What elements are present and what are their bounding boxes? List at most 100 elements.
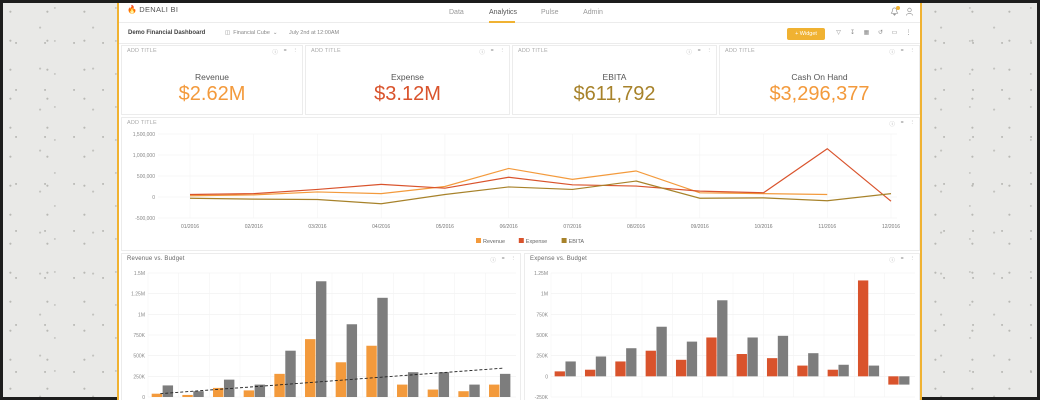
share-icon[interactable]: ↺ <box>877 30 884 36</box>
y-tick-label: 1,500,000 <box>133 132 155 138</box>
bar <box>285 350 296 397</box>
bar <box>808 353 819 377</box>
y-tick-label: 1M <box>138 312 145 318</box>
tab-analytics[interactable]: Analytics <box>489 3 517 23</box>
panel-title[interactable]: ADD TITLE <box>311 48 341 54</box>
dashboard-title[interactable]: Demo Financial Dashboard <box>128 30 206 36</box>
user-icon[interactable] <box>905 7 914 16</box>
tab-admin[interactable]: Admin <box>583 9 603 16</box>
y-tick-label: 750K <box>536 312 548 318</box>
bar <box>366 345 377 397</box>
y-tick-label: 500,000 <box>137 174 155 180</box>
dashboard-toolbar: Demo Financial Dashboard ◫ Financial Cub… <box>119 24 920 44</box>
date-filter[interactable]: July 2nd at 12:00AM <box>289 30 340 36</box>
tab-pulse[interactable]: Pulse <box>541 9 559 16</box>
present-icon[interactable]: ▭ <box>891 30 898 36</box>
link-icon[interactable]: ⚭ <box>282 48 288 54</box>
legend-swatch <box>476 238 481 243</box>
link-icon[interactable]: ⚭ <box>489 48 495 54</box>
add-widget-button[interactable]: + Widget <box>787 28 825 40</box>
notification-dot <box>896 6 900 10</box>
panel-title[interactable]: ADD TITLE <box>518 48 548 54</box>
link-icon[interactable]: ⚭ <box>899 120 905 126</box>
toolbar-icons: ▽ ↧ ▦ ↺ ▭ ⋮ <box>835 29 912 38</box>
y-tick-label: -250K <box>535 395 549 400</box>
info-icon[interactable]: ⓘ <box>479 50 485 56</box>
y-tick-label: 750K <box>133 333 145 339</box>
link-icon[interactable]: ⚭ <box>696 48 702 54</box>
link-icon[interactable]: ⚭ <box>899 48 905 54</box>
bar <box>656 326 667 377</box>
more-icon[interactable]: ⋮ <box>909 256 916 262</box>
kpi-label: Cash On Hand <box>791 72 848 82</box>
series-line-expense <box>189 147 892 202</box>
notification-bell-icon[interactable] <box>890 6 900 16</box>
info-icon[interactable]: ⓘ <box>272 50 278 56</box>
brand-logo[interactable]: 🔥 DENALI BI <box>127 5 178 14</box>
bar <box>645 350 656 377</box>
chevron-down-icon: ⌄ <box>272 30 278 36</box>
info-icon[interactable]: ⓘ <box>490 258 496 264</box>
bar <box>675 359 687 377</box>
layout-icon[interactable]: ▦ <box>863 30 870 36</box>
top-nav: 🔥 DENALI BI Data Analytics Pulse Admin <box>119 3 920 23</box>
brand-name: DENALI BI <box>139 5 179 14</box>
nav-tabs: Data Analytics Pulse Admin <box>449 3 629 23</box>
save-icon[interactable]: ↧ <box>849 30 856 36</box>
filter-icon[interactable]: ▽ <box>836 30 841 36</box>
tab-data[interactable]: Data <box>449 9 464 16</box>
bar <box>827 369 838 377</box>
x-tick-label: 02/2016 <box>245 224 263 230</box>
legend-label: Revenue <box>483 239 505 245</box>
link-icon[interactable]: ⚭ <box>899 256 905 262</box>
expense-budget-chart: 1.25M 1M 750K 500K 250K 0 -250K <box>534 271 915 400</box>
bar <box>458 391 469 397</box>
info-icon[interactable]: ⓘ <box>889 50 895 56</box>
info-icon[interactable]: ⓘ <box>889 258 895 264</box>
bar <box>888 376 899 385</box>
bar <box>615 361 626 377</box>
kpi-panel-expense: ADD TITLE ⓘ ⚭ ⋮ Expense $3.12M <box>305 45 510 115</box>
x-tick-label: 12/2016 <box>882 224 900 230</box>
more-icon[interactable]: ⋮ <box>292 48 299 54</box>
revenue-budget-panel: Revenue vs. Budget ⓘ ⚭ ⋮ 1.5M 1.25M 1M 750K 50… <box>121 253 521 400</box>
info-icon[interactable]: ⓘ <box>889 122 895 128</box>
bar <box>626 348 637 377</box>
bar <box>254 384 266 397</box>
panel-title[interactable]: ADD TITLE <box>127 48 157 54</box>
x-tick-label: 03/2016 <box>308 224 326 230</box>
app-window: 🔥 DENALI BI Data Analytics Pulse Admin D… <box>117 3 922 400</box>
bar <box>162 385 174 397</box>
y-tick-label: 1.25M <box>534 271 548 277</box>
y-tick-label: 0 <box>142 395 145 400</box>
line-chart-panel: ADD TITLE ⓘ ⚭ ⋮ 1,500,000 1,000,000 500,000 0… <box>121 117 920 251</box>
panel-title[interactable]: Expense vs. Budget <box>530 256 587 262</box>
revenue-budget-chart: 1.5M 1.25M 1M 750K 500K 250K 0 <box>131 271 516 400</box>
info-icon[interactable]: ⓘ <box>686 50 692 56</box>
cube-selector[interactable]: ◫ Financial Cube ⌄ <box>225 30 278 36</box>
x-tick-label: 06/2016 <box>500 224 518 230</box>
bar <box>469 384 480 397</box>
line-chart: 1,500,000 1,000,000 500,000 0 -500,000 01/201… <box>133 132 901 245</box>
more-icon[interactable]: ⋮ <box>706 48 713 54</box>
more-icon[interactable]: ⋮ <box>499 48 506 54</box>
more-icon[interactable]: ⋮ <box>909 120 916 126</box>
more-icon[interactable]: ⋮ <box>510 256 517 262</box>
bar <box>315 281 327 397</box>
x-tick-label: 09/2016 <box>691 224 709 230</box>
panel-title[interactable]: ADD TITLE <box>127 120 157 126</box>
x-tick-label: 11/2016 <box>818 224 836 230</box>
panel-title[interactable]: ADD TITLE <box>725 48 755 54</box>
y-tick-label: -500,000 <box>135 216 155 222</box>
bar <box>747 337 758 377</box>
bar <box>797 365 808 377</box>
x-tick-label: 10/2016 <box>755 224 773 230</box>
bar <box>151 393 163 397</box>
panel-title[interactable]: Revenue vs. Budget <box>127 256 185 262</box>
more-icon[interactable]: ⋮ <box>905 30 912 36</box>
bar <box>736 354 747 377</box>
more-icon[interactable]: ⋮ <box>909 48 916 54</box>
bar <box>686 341 698 377</box>
panel-actions: ⓘ ⚭ ⋮ <box>889 48 915 56</box>
link-icon[interactable]: ⚭ <box>500 256 506 262</box>
